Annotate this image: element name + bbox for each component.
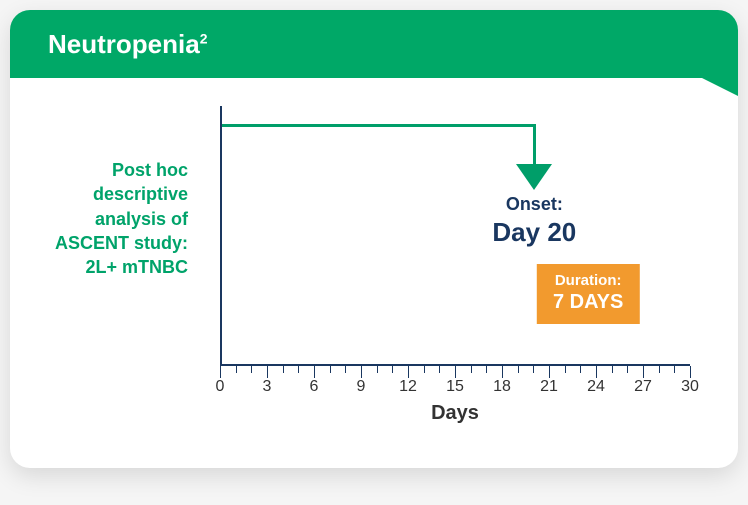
x-axis-title: Days: [220, 402, 690, 425]
x-tick-label: 9: [357, 378, 366, 396]
duration-value: 7 DAYS: [553, 291, 623, 314]
x-tick-label: 30: [681, 378, 699, 396]
card-body: Post hocdescriptiveanalysis ofASCENT stu…: [10, 78, 738, 468]
x-tick-label: 3: [263, 378, 272, 396]
chart-area: 0 3 6 9 12 15 18 21 24 27 30 Days Onset: Day 20 Du…: [200, 106, 710, 426]
duration-box: Duration: 7 DAYS: [537, 264, 639, 324]
timeline-arrow-head-icon: [516, 164, 552, 190]
x-tick-label: 12: [399, 378, 417, 396]
duration-label: Duration:: [553, 272, 623, 289]
header-bar: Neutropenia2: [10, 10, 738, 78]
onset-label: Onset:: [492, 194, 576, 215]
header-title: Neutropenia2: [48, 29, 207, 60]
timeline-arrow-horizontal: [222, 124, 533, 127]
side-description: Post hocdescriptiveanalysis ofASCENT stu…: [38, 106, 200, 426]
x-tick-label: 6: [310, 378, 319, 396]
onset-block: Onset: Day 20: [492, 194, 576, 248]
card: Neutropenia2 Post hocdescriptiveanalysis…: [10, 10, 738, 468]
x-tick-label: 24: [587, 378, 605, 396]
x-tick-label: 27: [634, 378, 652, 396]
plot-axes: [220, 106, 690, 366]
x-tick-label: 15: [446, 378, 464, 396]
x-tick-label: 0: [216, 378, 225, 396]
x-tick-label: 18: [493, 378, 511, 396]
header-superscript: 2: [200, 30, 208, 46]
header-title-text: Neutropenia: [48, 29, 200, 59]
x-tick-label: 21: [540, 378, 558, 396]
onset-value: Day 20: [492, 217, 576, 248]
timeline-arrow-vertical: [533, 124, 536, 164]
